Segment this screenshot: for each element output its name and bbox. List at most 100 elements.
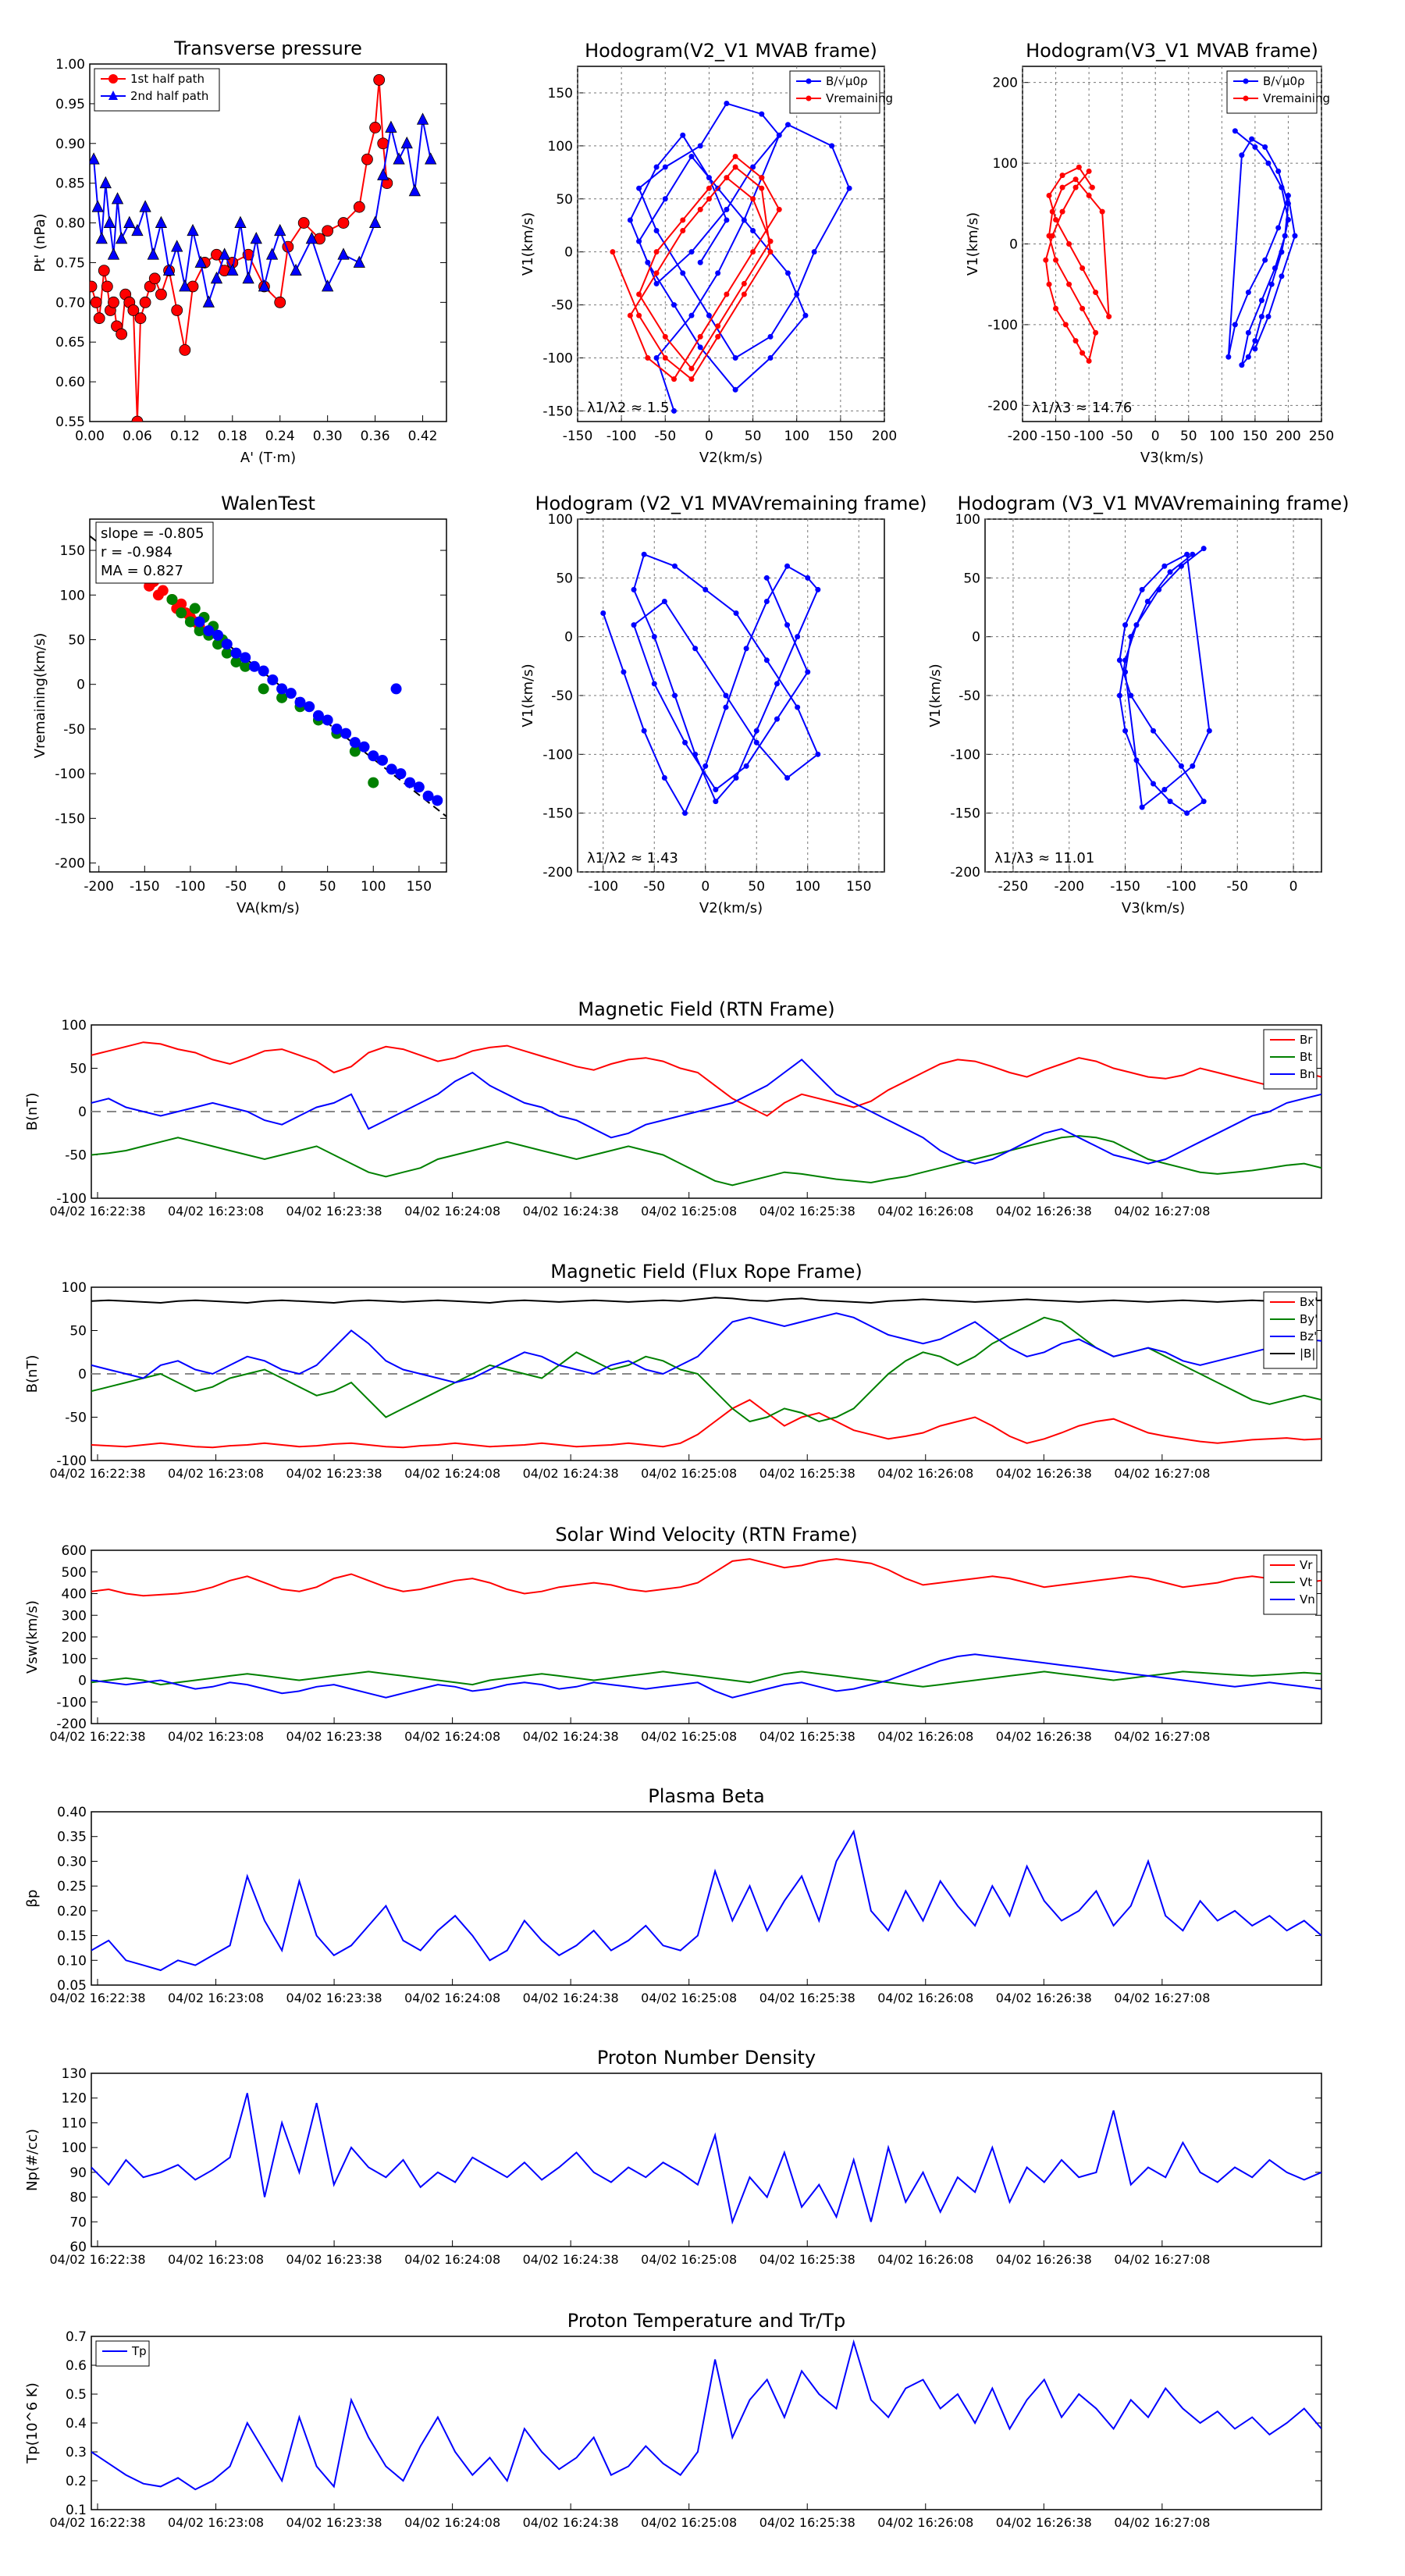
data-point xyxy=(331,723,343,735)
data-point xyxy=(750,249,756,255)
data-point xyxy=(653,228,660,234)
data-point xyxy=(697,206,703,212)
x-tick-label: 04/02 16:23:08 xyxy=(168,1729,264,1744)
x-tick-label: 04/02 16:27:08 xyxy=(1114,2515,1210,2530)
legend-label: Vt xyxy=(1300,1575,1312,1589)
x-tick-label: 04/02 16:24:38 xyxy=(523,1466,619,1481)
data-point xyxy=(1043,257,1049,263)
y-tick-label: 100 xyxy=(955,512,980,528)
y-axis-label-hodo4: V1(km/s) xyxy=(927,664,944,727)
data-point xyxy=(1080,265,1086,272)
x-tick-label: 04/02 16:25:38 xyxy=(759,2515,855,2530)
data-point xyxy=(131,223,144,237)
data-point xyxy=(176,607,187,619)
x-tick-label: 0.36 xyxy=(361,429,390,444)
plot-area-vsw xyxy=(91,1558,1321,1699)
x-tick-label: 0 xyxy=(1289,879,1298,895)
data-point xyxy=(680,270,686,276)
data-point xyxy=(107,247,120,260)
x-tick-label: -50 xyxy=(643,879,665,895)
data-point xyxy=(116,328,128,340)
data-point xyxy=(732,164,738,170)
data-point xyxy=(276,683,288,695)
y-tick-label: 100 xyxy=(62,1018,87,1034)
data-point xyxy=(697,344,703,350)
data-point xyxy=(103,215,116,228)
data-point xyxy=(688,365,695,372)
x-tick-label: 150 xyxy=(1243,429,1268,444)
x-tick-label: 0.12 xyxy=(170,429,200,444)
legend-label: Vr xyxy=(1300,1558,1313,1572)
y-tick-label: 600 xyxy=(62,1543,87,1559)
data-point xyxy=(1252,338,1258,344)
data-point xyxy=(600,610,606,617)
y-tick-label: -50 xyxy=(63,722,85,738)
data-point xyxy=(111,192,124,205)
legend-label: Bn xyxy=(1300,1067,1315,1081)
data-point xyxy=(221,647,233,659)
y-tick-label: 0.95 xyxy=(55,97,85,112)
data-point xyxy=(1156,586,1162,592)
y-tick-label: -50 xyxy=(551,688,573,704)
data-point xyxy=(1122,622,1129,628)
y-tick-label: 0 xyxy=(564,245,573,261)
data-point xyxy=(688,312,695,318)
data-point xyxy=(90,152,100,165)
chart-title-hodo1: Hodogram(V2_V1 MVAB frame) xyxy=(585,40,877,62)
data-point xyxy=(724,217,730,223)
data-point xyxy=(1133,622,1140,628)
x-tick-label: 250 xyxy=(1309,429,1334,444)
chart-title-np: Proton Number Density xyxy=(597,2047,816,2069)
data-point xyxy=(671,563,678,569)
chart-title-bfr: Magnetic Field (Flux Rope Frame) xyxy=(550,1261,862,1283)
data-point xyxy=(95,232,108,244)
plot-frame-tp xyxy=(91,2336,1322,2510)
x-tick-label: 04/02 16:24:38 xyxy=(523,1204,619,1219)
data-point xyxy=(1167,569,1173,575)
y-tick-label: 400 xyxy=(62,1587,87,1603)
data-point xyxy=(610,249,616,255)
data-point xyxy=(697,333,703,340)
y-tick-label: 0.40 xyxy=(57,1805,87,1820)
data-point xyxy=(221,639,233,650)
x-tick-label: 04/02 16:23:38 xyxy=(286,2252,382,2267)
data-point xyxy=(815,586,821,592)
data-point xyxy=(636,291,642,297)
y-tick-label: -200 xyxy=(56,1717,87,1732)
data-point xyxy=(1239,362,1245,368)
y-tick-label: -100 xyxy=(987,318,1018,333)
data-point xyxy=(1206,728,1212,734)
stats-line: r = -0.984 xyxy=(101,544,173,560)
data-point xyxy=(697,259,703,265)
stats-box xyxy=(95,521,214,584)
series-Vt xyxy=(91,1670,1321,1688)
chart-walen: WalenTest -200 -150 -100 -50 0 50 100 150 -200 -15… xyxy=(32,493,447,916)
data-point xyxy=(741,280,747,286)
series-line xyxy=(91,1312,1321,1384)
data-point xyxy=(1086,168,1092,174)
plot-area-brtn xyxy=(91,1041,1321,1187)
x-tick-label: 04/02 16:26:08 xyxy=(877,1991,973,2005)
data-point xyxy=(162,263,176,276)
x-tick-label: 150 xyxy=(846,879,871,895)
data-point xyxy=(1282,233,1288,239)
data-point xyxy=(404,777,416,788)
data-point xyxy=(226,263,239,276)
data-point xyxy=(846,185,852,191)
y-tick-label: 0 xyxy=(564,630,573,646)
x-tick-label: 04/02 16:23:08 xyxy=(168,2252,264,2267)
y-axis-label-hodo3: V1(km/s) xyxy=(520,664,536,727)
data-point xyxy=(184,616,196,628)
data-point xyxy=(123,215,136,228)
y-axis-label-walen: Vremaining(km/s) xyxy=(32,633,48,759)
data-point xyxy=(416,112,429,125)
series-line xyxy=(91,1297,1321,1304)
x-tick-label: 50 xyxy=(1180,429,1197,444)
data-point xyxy=(395,768,407,780)
x-tick-label: 100 xyxy=(784,429,809,444)
y-tick-label: -200 xyxy=(950,865,980,881)
data-point xyxy=(1080,305,1086,311)
x-tick-label: 50 xyxy=(745,429,762,444)
legend-marker xyxy=(1243,78,1249,84)
series-line xyxy=(91,1829,1321,1972)
